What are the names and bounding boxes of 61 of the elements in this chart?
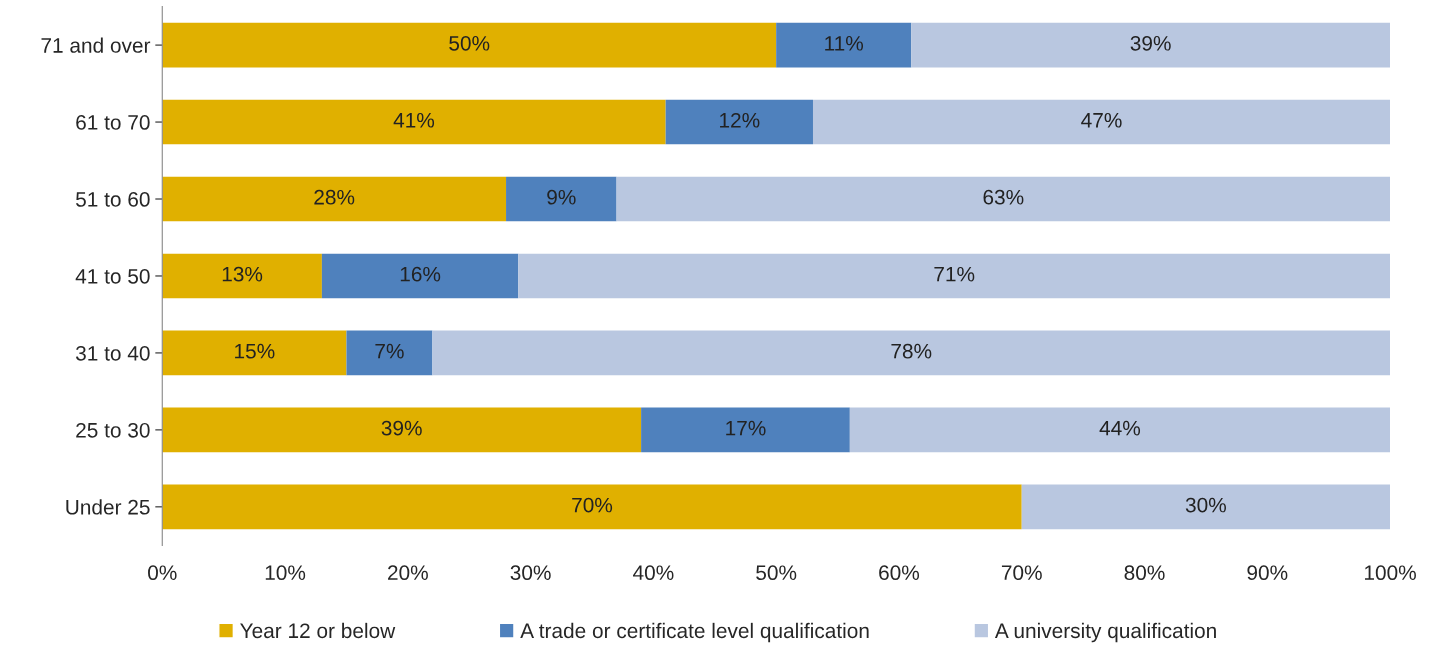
- y-tick-label: Under 25: [66, 499, 150, 515]
- bar: [432, 330, 1391, 376]
- bar: [518, 253, 1391, 299]
- data-label: 41%: [393, 112, 435, 128]
- bar: [321, 253, 519, 299]
- data-label: 17%: [726, 420, 766, 436]
- bar: [776, 22, 912, 68]
- data-label: 63%: [983, 189, 1024, 205]
- x-tick-label: 60%: [879, 565, 920, 581]
- data-label: 44%: [1099, 420, 1141, 436]
- data-label: 70%: [572, 497, 613, 513]
- data-label: 78%: [891, 343, 932, 359]
- data-label: 30%: [1185, 497, 1226, 513]
- data-label: 47%: [1081, 112, 1122, 128]
- bar: [162, 176, 507, 222]
- data-label: 15%: [235, 343, 275, 359]
- bar: [162, 484, 1022, 530]
- data-label: 13%: [222, 266, 263, 282]
- x-tick-label: 20%: [388, 565, 428, 581]
- y-tick-label: 61 to 70: [76, 115, 150, 130]
- bar: [849, 407, 1391, 453]
- x-tick-label: 30%: [510, 565, 551, 581]
- x-tick-label: 70%: [1001, 565, 1042, 581]
- y-tick-label: 71 and over: [41, 37, 151, 53]
- bar: [162, 22, 777, 68]
- bar: [162, 99, 666, 145]
- x-tick-label: 40%: [633, 565, 674, 581]
- x-tick-label: 0%: [148, 565, 177, 581]
- data-label: 7%: [375, 343, 404, 359]
- x-tick-label: 100%: [1365, 565, 1416, 581]
- legend-label: A university qualification: [994, 622, 1216, 643]
- legend-label: Year 12 or below: [240, 622, 396, 639]
- x-tick-label: 10%: [265, 565, 306, 581]
- bar: [162, 407, 642, 453]
- data-label: 11%: [825, 36, 864, 51]
- data-label: 16%: [400, 266, 441, 282]
- y-tick-label: 25 to 30: [76, 422, 150, 438]
- bar: [641, 407, 850, 453]
- data-label: 39%: [381, 420, 422, 436]
- data-label: 50%: [449, 35, 490, 51]
- bar: [812, 99, 1391, 145]
- y-tick-label: 31 to 40: [75, 345, 150, 361]
- data-label: 12%: [720, 112, 760, 128]
- y-tick-label: 51 to 60: [76, 192, 150, 207]
- legend-label: A trade or certificate level qualification: [520, 622, 869, 643]
- bar: [346, 330, 433, 376]
- x-tick-label: 50%: [756, 565, 797, 581]
- y-tick-label: 41 to 50: [75, 268, 150, 284]
- bar: [911, 22, 1391, 68]
- bar: [506, 176, 617, 222]
- bar: [162, 330, 347, 376]
- data-label: 9%: [547, 189, 576, 205]
- x-tick-label: 90%: [1247, 565, 1288, 581]
- x-tick-label: 80%: [1124, 565, 1165, 581]
- data-label: 28%: [314, 189, 355, 205]
- bar: [616, 176, 1391, 222]
- data-label: 39%: [1130, 35, 1171, 51]
- data-label: 71%: [934, 266, 975, 282]
- bar: [162, 253, 322, 299]
- bar: [1021, 484, 1391, 530]
- bar: [665, 99, 813, 145]
